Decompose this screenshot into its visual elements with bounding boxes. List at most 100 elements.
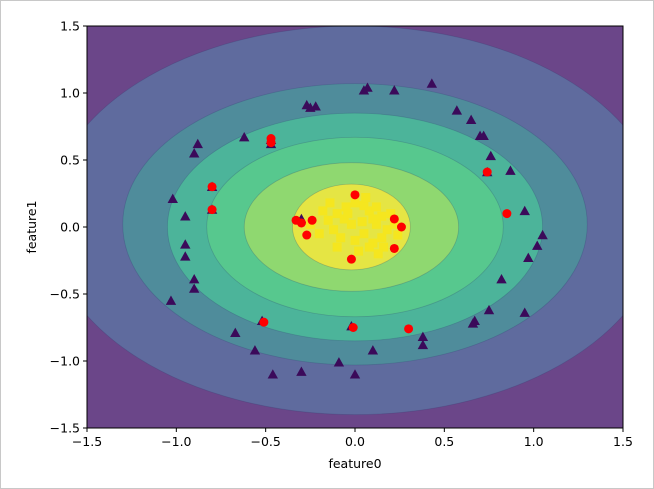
triangle-point bbox=[532, 240, 543, 250]
triangle-point bbox=[180, 239, 191, 249]
square-point bbox=[379, 242, 389, 252]
triangle-point bbox=[267, 369, 279, 379]
triangle-point bbox=[192, 138, 203, 149]
square-point bbox=[393, 230, 403, 240]
triangle-point bbox=[426, 78, 438, 88]
triangle-point bbox=[165, 295, 177, 305]
triangle-point bbox=[467, 318, 479, 328]
triangle-point bbox=[189, 274, 200, 284]
circle-point bbox=[302, 230, 312, 240]
triangle-point bbox=[362, 82, 373, 92]
circle-point bbox=[307, 215, 317, 225]
triangle-point bbox=[239, 132, 250, 142]
triangle-point bbox=[310, 101, 321, 111]
square-point bbox=[371, 202, 381, 212]
triangle-point bbox=[349, 369, 361, 379]
circle-point bbox=[207, 182, 217, 192]
square-point bbox=[377, 211, 387, 221]
x-tick-label: 1.5 bbox=[613, 434, 633, 449]
square-point bbox=[373, 249, 383, 259]
y-axis-label: feature1 bbox=[24, 200, 39, 253]
triangle-point bbox=[189, 148, 200, 158]
square-point bbox=[339, 214, 349, 224]
triangle-point bbox=[465, 114, 477, 124]
square-point bbox=[325, 198, 335, 208]
y-tick-label: −1.0 bbox=[50, 354, 80, 369]
square-point bbox=[357, 217, 367, 227]
triangle-point bbox=[249, 345, 261, 355]
x-tick-label: 0.5 bbox=[434, 434, 454, 449]
square-point bbox=[386, 209, 396, 219]
x-axis-label: feature0 bbox=[328, 456, 381, 471]
circle-point bbox=[389, 243, 399, 253]
square-point bbox=[354, 246, 364, 256]
square-point bbox=[323, 215, 333, 225]
triangle-point bbox=[485, 150, 496, 161]
triangle-point bbox=[537, 229, 548, 240]
y-tick-label: −0.5 bbox=[50, 287, 80, 302]
square-point bbox=[332, 242, 342, 252]
y-tick-label: −1.5 bbox=[50, 421, 80, 436]
circle-point bbox=[350, 190, 360, 200]
triangle-point bbox=[389, 85, 400, 95]
circle-point bbox=[207, 205, 217, 215]
triangle-point bbox=[333, 357, 345, 367]
triangle-point bbox=[478, 130, 489, 141]
circle-point bbox=[259, 317, 269, 327]
triangle-point bbox=[180, 211, 191, 221]
square-point bbox=[341, 202, 351, 212]
x-tick-label: −0.5 bbox=[250, 434, 280, 449]
triangle-point bbox=[417, 339, 429, 350]
triangle-point bbox=[189, 283, 200, 293]
circle-point bbox=[346, 254, 356, 264]
triangle-point bbox=[230, 327, 241, 338]
circle-point bbox=[296, 218, 306, 228]
circle-point bbox=[404, 324, 414, 334]
square-point bbox=[361, 193, 371, 203]
x-tick-label: 1.0 bbox=[524, 434, 544, 449]
y-axis: −1.5 −1.0 −0.5 0.0 0.5 1.0 1.5 bbox=[50, 19, 87, 436]
circle-point bbox=[502, 209, 512, 219]
square-point bbox=[350, 235, 360, 245]
square-point bbox=[332, 209, 342, 219]
square-point bbox=[382, 225, 392, 235]
square-point bbox=[364, 242, 374, 252]
circle-point bbox=[266, 138, 276, 148]
x-tick-label: 0.0 bbox=[345, 434, 365, 449]
x-tick-label: −1.0 bbox=[161, 434, 191, 449]
square-point bbox=[318, 206, 328, 216]
square-point bbox=[359, 201, 369, 211]
square-point bbox=[377, 233, 387, 243]
y-tick-label: 0.0 bbox=[60, 220, 80, 235]
triangle-point bbox=[296, 366, 307, 376]
triangle-point bbox=[180, 251, 191, 261]
triangle-point bbox=[496, 274, 507, 284]
square-point bbox=[336, 233, 346, 243]
square-point bbox=[314, 229, 324, 239]
circle-point bbox=[348, 323, 358, 332]
triangle-point bbox=[505, 165, 516, 175]
square-point bbox=[329, 225, 339, 235]
triangle-point bbox=[167, 193, 178, 204]
circle-point bbox=[396, 222, 406, 232]
square-point bbox=[350, 198, 360, 208]
scatter-marks bbox=[165, 78, 548, 379]
triangle-point bbox=[519, 205, 530, 216]
y-tick-label: 1.5 bbox=[60, 19, 80, 34]
x-tick-label: −1.5 bbox=[72, 434, 102, 449]
x-axis: −1.5 −1.0 −0.5 0.0 0.5 1.0 1.5 bbox=[72, 428, 633, 449]
circle-point bbox=[482, 167, 492, 177]
triangle-point bbox=[451, 105, 463, 115]
triangle-point bbox=[523, 252, 534, 262]
triangle-point bbox=[417, 331, 429, 342]
square-point bbox=[343, 209, 353, 219]
square-point bbox=[389, 219, 399, 229]
triangle-point bbox=[483, 304, 495, 315]
square-point bbox=[364, 206, 374, 216]
y-tick-label: 1.0 bbox=[60, 86, 80, 101]
square-point bbox=[371, 219, 381, 229]
square-point bbox=[359, 229, 369, 239]
square-point bbox=[368, 214, 378, 224]
circle-point bbox=[389, 214, 399, 224]
